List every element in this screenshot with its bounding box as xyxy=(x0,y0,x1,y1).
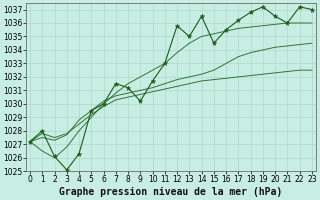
X-axis label: Graphe pression niveau de la mer (hPa): Graphe pression niveau de la mer (hPa) xyxy=(59,187,283,197)
